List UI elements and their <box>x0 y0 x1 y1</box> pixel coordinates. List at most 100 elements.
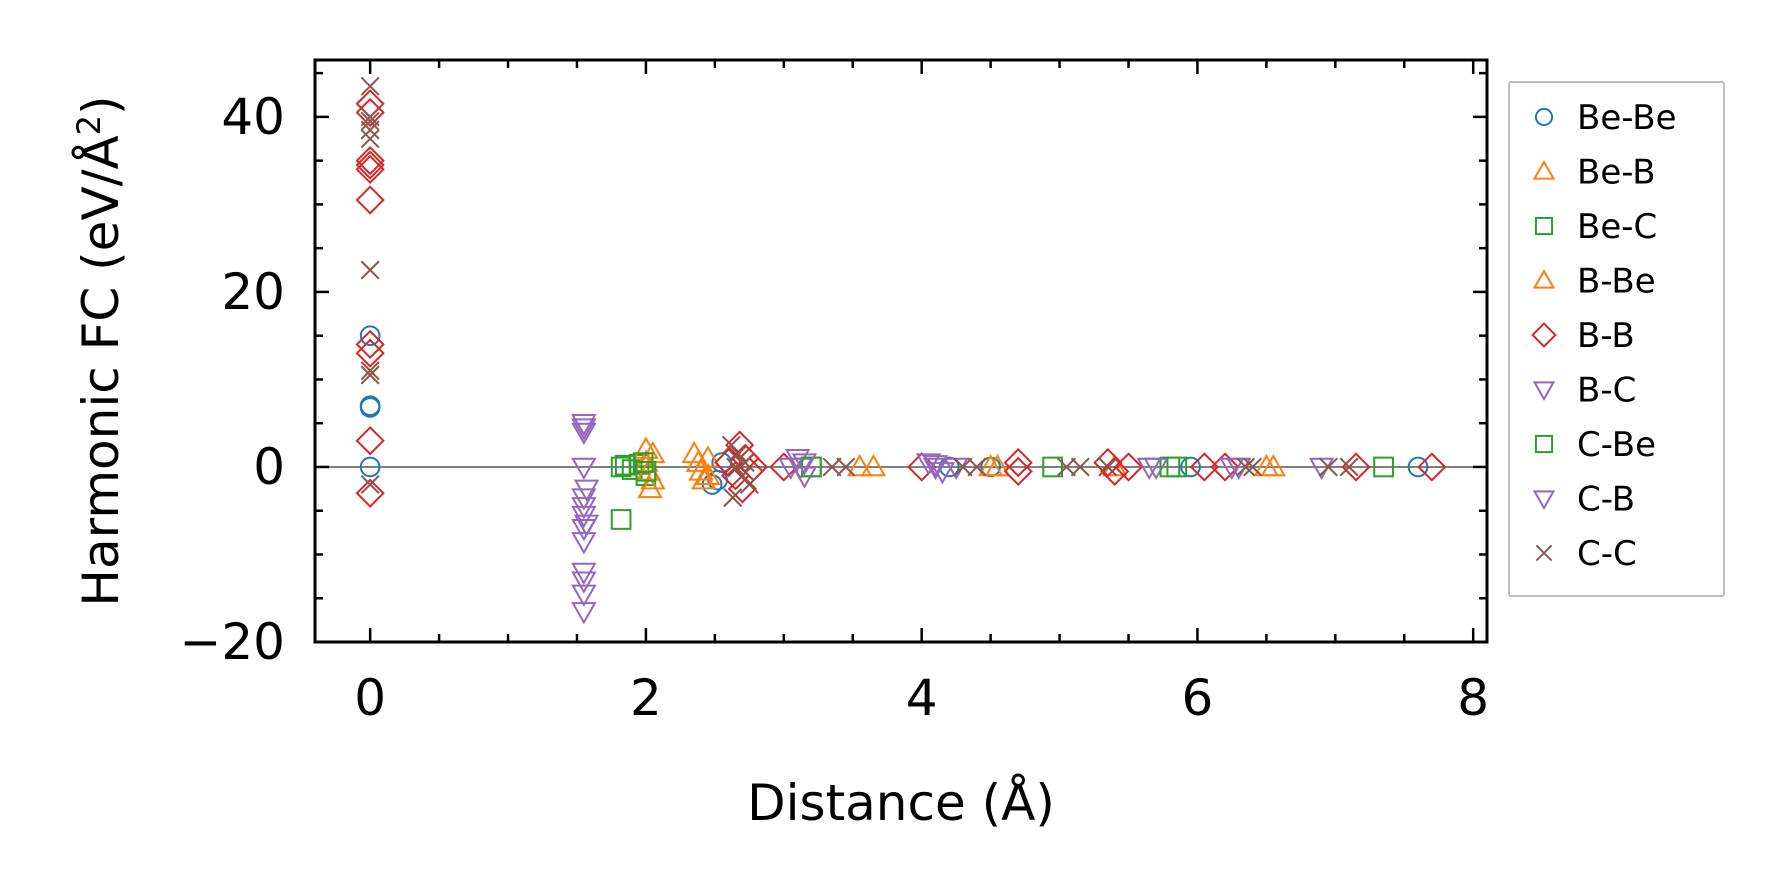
legend-marker <box>1532 159 1556 180</box>
data-point <box>359 456 381 478</box>
data-point <box>1093 447 1123 478</box>
data-point <box>359 395 381 417</box>
data-point <box>984 453 1011 477</box>
data-point <box>688 458 714 481</box>
series-c-be <box>614 452 1181 482</box>
series-b-c <box>571 413 1335 625</box>
data-point <box>628 453 650 475</box>
data-point <box>685 449 712 472</box>
axis-ticks <box>315 60 1487 644</box>
data-point <box>1056 457 1076 477</box>
legend-marker <box>1534 216 1554 236</box>
legend-label: B-Be <box>1577 262 1656 302</box>
data-point <box>1113 452 1144 482</box>
data-points <box>355 76 1447 625</box>
x-tick-labels: 0 2 4 6 8 <box>354 669 1489 727</box>
legend-item: C-Be <box>1534 425 1656 465</box>
legend-item: C-C <box>1535 534 1637 574</box>
data-point <box>1243 457 1263 477</box>
data-point <box>1236 457 1256 477</box>
data-point <box>801 456 822 478</box>
data-point <box>739 474 759 494</box>
data-point <box>355 146 385 176</box>
legend-item: B-C <box>1532 371 1636 411</box>
data-point <box>1159 456 1181 478</box>
data-point <box>355 329 385 360</box>
data-point <box>355 426 385 456</box>
legend-marker <box>1532 490 1556 511</box>
data-point <box>571 457 597 480</box>
data-point <box>695 462 721 485</box>
data-point <box>360 365 380 385</box>
data-point <box>714 447 744 478</box>
data-point <box>1210 452 1240 482</box>
data-point <box>355 478 385 508</box>
data-point <box>691 467 717 490</box>
legend: Be-Be Be-B Be-C B-Be B-B B-C C-Be C-B C-C <box>1508 81 1725 597</box>
legend-marker <box>1534 107 1554 127</box>
data-point <box>360 260 380 280</box>
data-point <box>735 453 755 473</box>
data-point <box>355 154 385 185</box>
data-point <box>573 514 600 537</box>
legend-item: Be-Be <box>1534 98 1677 138</box>
series-c-b <box>571 418 1245 537</box>
data-point <box>360 129 380 149</box>
data-point <box>571 571 597 594</box>
y-tick-label: 20 <box>221 263 285 321</box>
legend-item: C-B <box>1532 480 1635 520</box>
legend-item: B-Be <box>1532 262 1656 302</box>
data-point <box>355 338 385 368</box>
data-point <box>571 584 597 607</box>
data-point <box>1003 447 1033 478</box>
x-tick-label: 2 <box>630 669 662 727</box>
series-c-c <box>360 76 1359 508</box>
data-point <box>836 457 856 477</box>
data-point <box>571 602 597 625</box>
data-point <box>953 457 973 477</box>
legend-label: B-C <box>1577 371 1636 411</box>
data-point <box>360 361 380 381</box>
data-point <box>777 457 804 480</box>
legend-label: Be-B <box>1577 153 1656 193</box>
legend-marker <box>1534 434 1554 454</box>
data-point <box>1373 456 1394 478</box>
data-point <box>728 444 748 464</box>
legend-item: Be-B <box>1532 153 1656 193</box>
legend-label: C-B <box>1577 480 1635 520</box>
legend-label: Be-C <box>1577 207 1657 247</box>
data-point <box>1042 456 1064 478</box>
data-point <box>791 453 818 476</box>
legend-label: Be-Be <box>1577 98 1677 138</box>
data-point <box>635 460 657 482</box>
data-point <box>360 474 380 494</box>
legend-label: C-Be <box>1577 425 1656 465</box>
data-point <box>721 435 741 455</box>
legend-label: B-B <box>1577 316 1635 356</box>
data-point <box>571 422 597 445</box>
data-point <box>1189 452 1219 482</box>
data-point <box>355 150 385 180</box>
data-point <box>571 418 597 441</box>
plot-frame <box>313 58 1489 644</box>
data-point <box>360 120 380 140</box>
legend-marker <box>1532 381 1556 402</box>
data-point <box>1253 453 1280 477</box>
y-axis-label: Harmonic FC (eV/Å2) <box>70 95 130 606</box>
data-point <box>922 455 949 478</box>
data-point <box>846 453 873 477</box>
data-point <box>1341 452 1371 482</box>
y-tick-label: 0 <box>253 438 285 496</box>
data-point <box>359 397 381 418</box>
legend-box <box>1508 81 1725 597</box>
y-tick-labels: −20 0 20 40 <box>179 88 285 671</box>
data-point <box>1100 456 1130 486</box>
legend-item: B-B <box>1531 316 1635 356</box>
data-point <box>633 436 659 459</box>
data-point <box>637 475 663 499</box>
data-point <box>860 453 887 477</box>
data-point <box>1339 457 1359 477</box>
data-point <box>1136 457 1162 480</box>
x-tick-label: 4 <box>906 669 938 727</box>
